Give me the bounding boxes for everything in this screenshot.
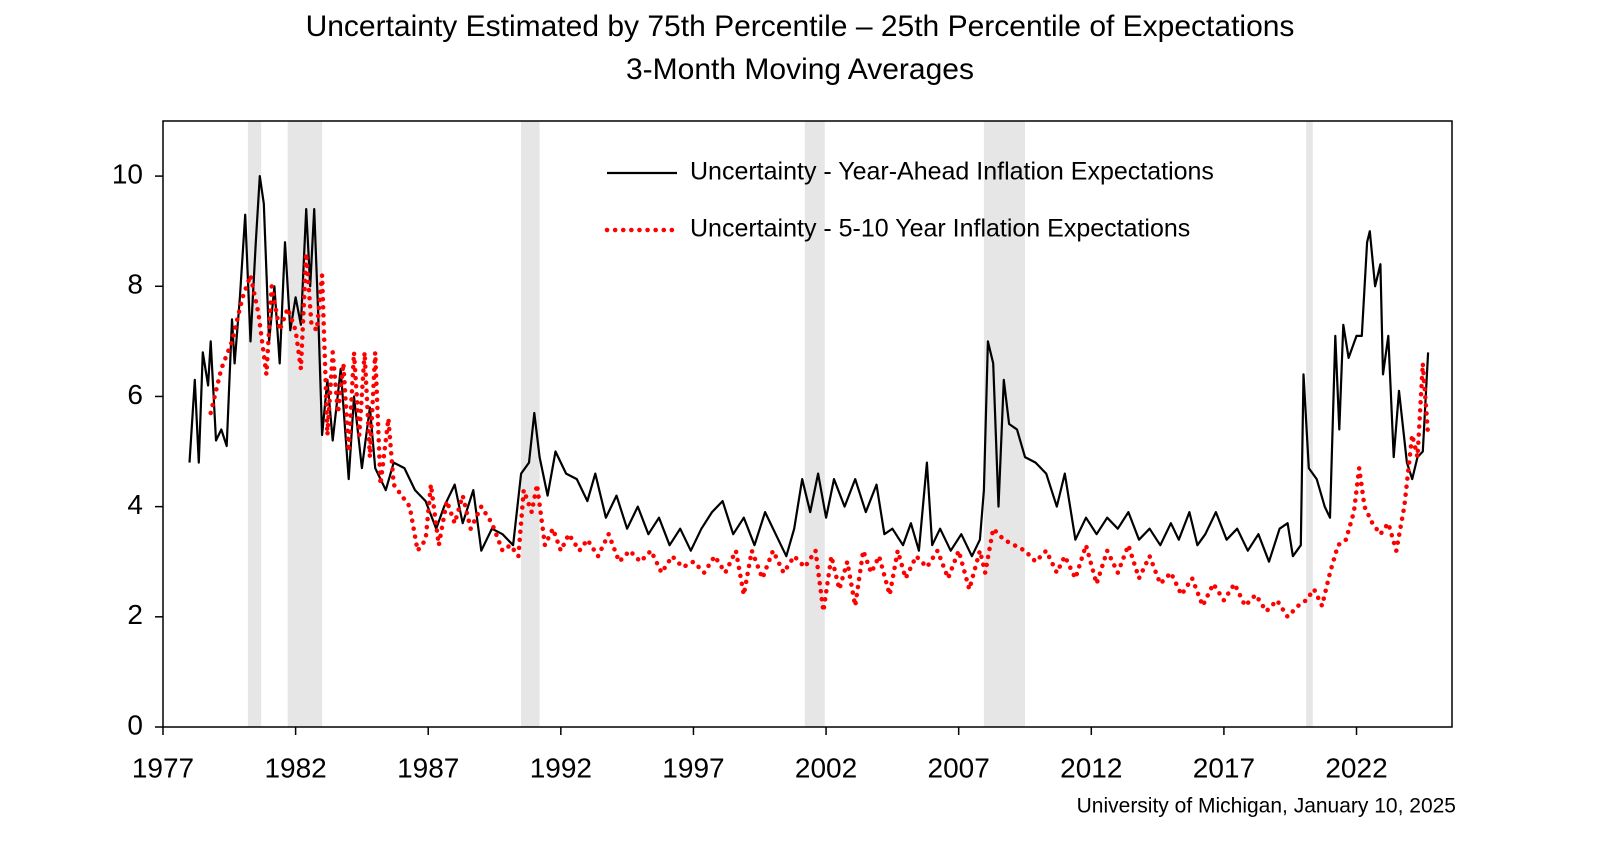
x-tick-label: 1997 [662,752,724,783]
legend-label: Uncertainty - Year-Ahead Inflation Expec… [690,158,1214,186]
x-tick-label: 2022 [1325,752,1387,783]
y-tick-label: 2 [127,599,143,630]
recession-band [287,121,323,727]
chart-subtitle: 3-Month Moving Averages [626,53,974,86]
plot-frame [162,120,1453,728]
x-tick-label: 1982 [264,752,326,783]
x-tick-label: 2007 [928,752,990,783]
legend-label: Uncertainty - 5-10 Year Inflation Expect… [690,215,1190,243]
x-tick-label: 2012 [1060,752,1122,783]
x-tick-label: 2002 [795,752,857,783]
recession-band [521,121,540,727]
y-tick-label: 0 [127,709,143,740]
recession-band [804,121,825,727]
y-tick-label: 4 [127,489,143,520]
source-note: University of Michigan, January 10, 2025 [1077,795,1456,818]
x-tick-label: 1992 [530,752,592,783]
series-line [188,175,1430,563]
x-tick-label: 1977 [132,752,194,783]
y-tick-label: 6 [127,379,143,410]
recession-band [247,121,262,727]
x-tick-label: 2017 [1193,752,1255,783]
chart-title: Uncertainty Estimated by 75th Percentile… [306,10,1295,43]
series-line [208,250,1431,620]
y-tick-label: 10 [112,158,143,189]
y-tick-label: 8 [127,269,143,300]
recession-band [983,121,1025,727]
x-tick-label: 1987 [397,752,459,783]
recession-band [1306,121,1313,727]
